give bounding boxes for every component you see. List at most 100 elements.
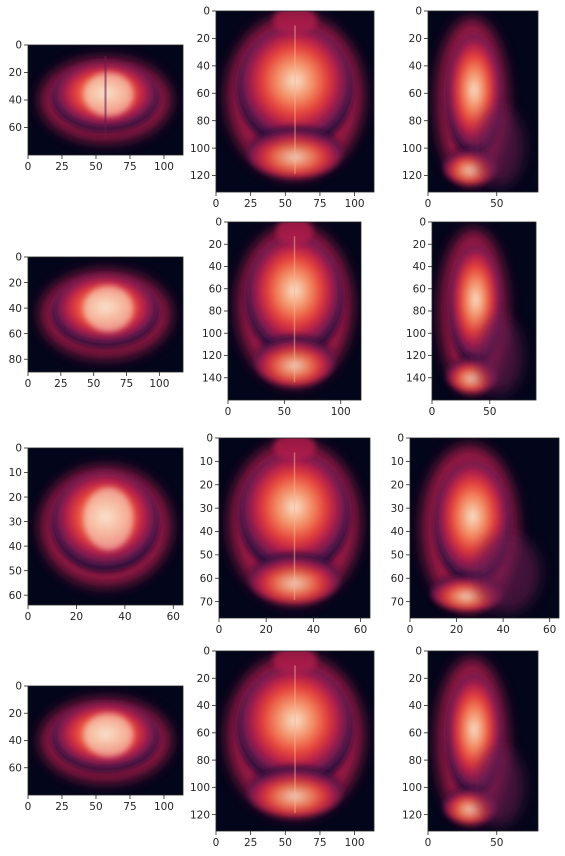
x-tick-label: 100 [345,198,365,210]
y-tick-label: 100 [190,782,210,794]
y-tick-label: 0 [215,217,222,229]
axes-frame [27,256,184,373]
y-tick-label: 80 [197,755,210,767]
axes-frame [27,447,184,606]
y-tick-label: 20 [197,673,210,685]
heatmap-image [216,651,374,831]
x-tick-label: 0 [213,198,220,210]
x-tick-label: 75 [313,198,326,210]
y-tick-label: 80 [409,115,422,127]
heatmap-image [428,11,538,192]
y-tick-label: 80 [209,306,222,318]
y-tick-label: 20 [209,239,222,251]
y-tick-label: 0 [203,646,210,658]
y-tick-label: 100 [190,143,210,155]
y-tick-label: 50 [9,565,22,577]
panel-r2-c2-axial: 0 50 100 0 20 40 60 80 100 120 140 [202,217,362,418]
y-tick-label: 60 [413,283,426,295]
x-tick-label: 0 [25,611,32,623]
y-tick-label: 60 [197,728,210,740]
x-tick-label: 0 [225,406,232,418]
y-tick-label: 120 [402,809,422,821]
x-tick-label: 0 [407,624,414,636]
panel-r2-c1-coronal: 0 25 50 75 100 0 20 40 60 80 [9,252,184,390]
y-tick-label: 0 [206,433,213,445]
x-tick-label: 0 [25,801,32,813]
x-tick-label: 0 [429,406,436,418]
x-tick-label: 100 [331,406,351,418]
y-tick-label: 120 [402,170,422,182]
y-tick-label: 40 [9,541,22,553]
x-tick-label: 100 [149,378,169,390]
panel-r4-c2-axial: 0 25 50 75 100 0 20 40 60 80 100 120 [190,646,375,849]
y-tick-label: 60 [391,573,404,585]
y-tick-label: 40 [9,95,22,107]
y-tick-label: 40 [197,700,210,712]
y-tick-label: 60 [9,328,22,340]
y-tick-label: 50 [391,550,404,562]
axes-frame [215,10,375,193]
x-tick-label: 50 [490,837,503,849]
y-tick-label: 80 [9,354,22,366]
y-tick-label: 60 [409,728,422,740]
y-tick-label: 60 [9,122,22,134]
x-tick-label: 75 [123,161,136,173]
y-tick-label: 10 [9,467,22,479]
y-tick-label: 40 [409,61,422,73]
axes-frame [215,650,375,832]
panel-r3-c2-axial: 0 20 40 60 0 10 20 30 40 50 60 70 [200,433,371,636]
y-tick-label: 0 [415,6,422,18]
panel-r1-c1-coronal: 0 25 50 75 100 0 20 40 60 [9,40,184,173]
y-tick-label: 40 [409,700,422,712]
x-tick-label: 0 [425,198,432,210]
heatmap-image [410,438,559,618]
y-tick-label: 60 [209,283,222,295]
x-tick-label: 0 [425,837,432,849]
x-tick-label: 25 [244,198,257,210]
y-tick-label: 20 [9,67,22,79]
panel-r2-c3-sagittal: 0 50 0 20 40 60 80 100 120 140 [406,217,537,418]
y-tick-label: 20 [9,492,22,504]
y-tick-label: 70 [200,596,213,608]
y-tick-label: 0 [15,681,22,693]
axes-frame [427,10,539,193]
heatmap-image [216,11,374,192]
y-tick-label: 20 [409,673,422,685]
y-tick-label: 30 [391,503,404,515]
y-tick-label: 40 [197,61,210,73]
x-tick-label: 75 [313,837,326,849]
axes-frame [409,437,560,619]
y-tick-label: 0 [397,433,404,445]
y-tick-label: 10 [391,456,404,468]
y-tick-label: 10 [200,456,213,468]
y-tick-label: 70 [391,596,404,608]
x-tick-label: 25 [54,378,67,390]
panel-r1-c2-axial: 0 25 50 75 100 0 20 40 60 80 100 120 [190,6,375,210]
y-tick-label: 0 [15,252,22,264]
y-tick-label: 60 [200,573,213,585]
y-tick-label: 60 [9,762,22,774]
y-tick-label: 40 [391,526,404,538]
x-tick-label: 50 [490,198,503,210]
y-tick-label: 0 [419,217,426,229]
x-tick-label: 0 [25,161,32,173]
y-tick-label: 60 [9,590,22,602]
heatmap-image [28,257,183,372]
y-tick-label: 80 [409,755,422,767]
y-tick-label: 40 [413,261,426,273]
x-tick-label: 20 [70,611,83,623]
x-tick-label: 40 [118,611,131,623]
heatmap-image [219,438,370,618]
y-tick-label: 100 [406,328,426,340]
y-tick-label: 140 [406,372,426,384]
y-tick-label: 120 [202,350,222,362]
y-tick-label: 100 [402,143,422,155]
x-tick-label: 50 [279,198,292,210]
y-tick-label: 30 [9,516,22,528]
x-tick-label: 25 [55,161,68,173]
y-tick-label: 40 [9,735,22,747]
y-tick-label: 80 [197,115,210,127]
x-tick-label: 50 [89,161,102,173]
